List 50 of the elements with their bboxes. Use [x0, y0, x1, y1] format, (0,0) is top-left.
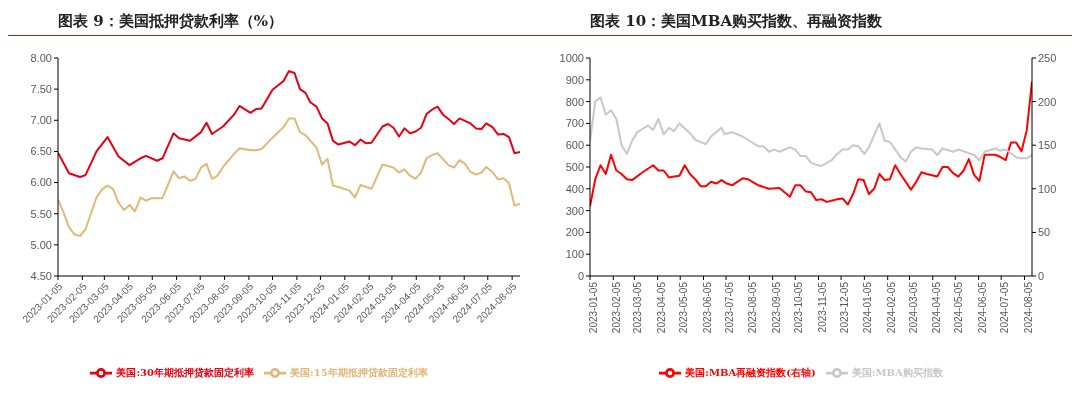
y-tick-label: 6.50: [30, 145, 52, 158]
y-tick-label: 7.00: [30, 114, 52, 127]
x-tick-label: 2024-04-05: [930, 281, 942, 334]
x-tick-label: 2023-03-05: [632, 281, 644, 334]
chart-title: 图表 10：美国MBA购买指数、再融资指数: [540, 8, 1072, 36]
x-tick-label: 2024-03-05: [907, 281, 919, 334]
x-tick-label: 2023-07-05: [724, 281, 736, 334]
y-tick-label: 4.50: [30, 269, 52, 282]
legend-label: 美国:MBA再融资指数(右轴): [685, 366, 816, 378]
x-tick-label: 2023-09-05: [770, 281, 782, 334]
y2-tick-label: 200: [1038, 95, 1057, 108]
y-tick-label: 500: [565, 160, 584, 173]
y-tick-label: 900: [565, 73, 584, 86]
y-tick-label: 6.00: [30, 176, 52, 189]
y-tick-label: 600: [565, 139, 584, 152]
x-tick-label: 2024-07-05: [999, 281, 1011, 334]
x-tick-label: 2023-08-05: [747, 281, 759, 334]
y-tick-label: 100: [565, 248, 584, 261]
x-tick-label: 2023-05-05: [678, 281, 690, 334]
y2-tick-label: 100: [1038, 182, 1057, 195]
y-tick-label: 7.50: [30, 83, 52, 96]
y-tick-label: 300: [565, 204, 584, 217]
x-tick-label: 2024-01-05: [862, 281, 874, 334]
y-tick-label: 400: [565, 182, 584, 195]
x-tick-label: 2023-06-05: [701, 281, 713, 334]
x-tick-label: 2023-12-05: [839, 281, 851, 334]
x-tick-label: 2023-02-05: [611, 281, 623, 334]
y-tick-label: 200: [565, 226, 584, 239]
y-tick-label: 1000: [559, 51, 584, 64]
x-tick-label: 2024-08-05: [1022, 281, 1034, 334]
legend-label: 美国:30年期抵押贷款固定利率: [116, 366, 254, 378]
y-tick-label: 5.00: [30, 238, 52, 251]
y-tick-label: 5.50: [30, 207, 52, 220]
y-tick-label: 700: [565, 117, 584, 130]
x-tick-label: 2024-06-05: [976, 281, 988, 334]
legend-label: 美国:15年期抵押贷款固定利率: [290, 366, 428, 378]
chart-title: 图表 9：美国抵押贷款利率（%）: [8, 8, 540, 36]
x-tick-label: 2023-01-05: [588, 281, 600, 334]
x-tick-label: 2023-04-05: [655, 281, 667, 334]
y-tick-label: 0: [577, 269, 584, 282]
y-tick-label: 800: [565, 95, 584, 108]
y2-tick-label: 150: [1038, 139, 1057, 152]
x-tick-label: 2023-11-05: [816, 281, 828, 333]
y2-tick-label: 50: [1038, 226, 1051, 239]
x-tick-label: 2024-05-05: [953, 281, 965, 334]
y-tick-label: 8.00: [30, 51, 52, 64]
x-tick-label: 2023-10-05: [793, 281, 805, 334]
x-tick-label: 2024-02-05: [885, 281, 897, 334]
y2-tick-label: 250: [1038, 51, 1057, 64]
y2-tick-label: 0: [1038, 269, 1045, 282]
